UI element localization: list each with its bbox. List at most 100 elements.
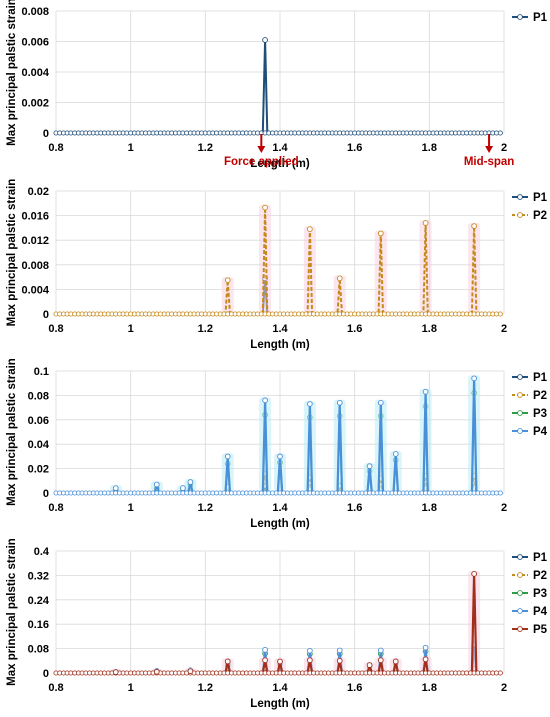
data-point-peak: [307, 226, 313, 232]
y-tick-label: 0.32: [28, 570, 49, 582]
data-point-peak: [307, 401, 313, 407]
legend-swatch-marker: [517, 374, 523, 380]
legend-label: P3: [533, 588, 547, 600]
data-point-peak: [392, 658, 399, 665]
data-point-peak: [336, 647, 343, 654]
y-axis-label: Max principal palstic strain: [6, 179, 18, 327]
y-tick-label: 0: [43, 309, 49, 321]
data-point-peak: [307, 647, 313, 654]
x-axis-label: Length (m): [250, 698, 310, 710]
legend-swatch-marker: [517, 572, 523, 578]
data-point-peak: [224, 658, 231, 665]
data-point-peak: [180, 485, 186, 491]
legend-item-p4: P4: [512, 426, 548, 438]
y-tick-label: 0.004: [21, 284, 49, 296]
chart-panel-1: 0 0.002 0.004 0.006 0.008 0.8 1 1.2 1.4 1.6 1.8 2 Le…: [6, 0, 548, 170]
x-tick-label: 1.2: [198, 323, 213, 335]
legend-label: P1: [533, 552, 548, 564]
x-tick-label: 2: [501, 323, 507, 335]
legend-item-p2: P2: [512, 570, 547, 582]
legend-item-p1: P1: [512, 12, 548, 24]
annotation-mid-span: Mid-span: [464, 134, 514, 168]
x-tick-label: 1.6: [347, 682, 362, 694]
data-point-peak: [422, 644, 429, 651]
legend-item-p1: P1: [512, 372, 548, 384]
x-tick-label: 1.8: [422, 502, 437, 514]
legend-label: P1: [533, 372, 548, 384]
data-point-peak: [262, 646, 268, 653]
chart-panel-4: 0 0.08 0.16 0.24 0.32 0.4 0.8 1 1.2 1.4 1.6 1.8 2 Len…: [6, 538, 548, 710]
x-tick-label: 1.6: [347, 142, 362, 154]
data-point-peak: [422, 220, 429, 226]
legend-label: P4: [533, 426, 548, 438]
x-tick-label: 1: [128, 142, 134, 154]
data-point-peak: [377, 230, 384, 237]
y-tick-label: 0: [43, 668, 49, 680]
y-tick-label: 0: [43, 488, 49, 500]
y-tick-label: 0.004: [21, 67, 49, 79]
legend-label: P4: [533, 606, 548, 618]
x-tick-label: 1.2: [198, 502, 213, 514]
x-tick-label: 2: [501, 142, 507, 154]
legend-label: P2: [533, 570, 547, 582]
peak-highlight: [468, 223, 481, 314]
x-axis-label: Length (m): [250, 518, 310, 530]
y-tick-label: 0.012: [21, 235, 49, 247]
x-tick-label: 1.2: [198, 142, 213, 154]
legend-swatch-marker: [517, 392, 523, 398]
legend-item-p2: P2: [512, 210, 547, 222]
data-point-peak: [392, 451, 399, 457]
x-axis-label: Length (m): [250, 339, 310, 351]
series-line: [56, 206, 501, 315]
y-tick-label: 0.08: [28, 390, 49, 402]
x-tick-label: 0.8: [48, 502, 63, 514]
data-point-peak: [153, 668, 160, 675]
legend-label: P1: [533, 192, 548, 204]
x-axis-label: Length (m): [250, 158, 310, 170]
y-tick-label: 0.008: [21, 6, 49, 18]
data-point-peak: [112, 485, 119, 491]
annotation-label: Mid-span: [464, 156, 514, 168]
data-point: [497, 490, 503, 496]
y-axis-label: Max principal palstic strain: [6, 358, 18, 506]
legend-item-p3: P3: [512, 408, 547, 420]
series-p5: [53, 570, 503, 676]
x-tick-label: 1.4: [272, 502, 288, 514]
legend-item-p5: P5: [512, 624, 548, 636]
annotation-arrow-head: [485, 146, 494, 153]
data-point-peak: [187, 668, 194, 675]
y-tick-label: 0.08: [28, 644, 49, 656]
x-tick-label: 1: [128, 502, 134, 514]
data-point-peak: [262, 397, 268, 404]
data-point-peak: [224, 277, 231, 284]
x-tick-label: 1.8: [422, 682, 437, 694]
data-point-peak: [471, 375, 477, 382]
x-tick-label: 1.4: [272, 682, 288, 694]
legend-label: P2: [533, 210, 547, 222]
x-tick-label: 1: [128, 323, 134, 335]
legend-label: P1: [533, 12, 548, 24]
legend-label: P5: [533, 624, 548, 636]
series-p2: [53, 204, 503, 317]
data-point-peak: [224, 453, 231, 460]
y-tick-label: 0.008: [21, 260, 49, 272]
legend-swatch-marker: [517, 14, 523, 20]
data-point-peak: [336, 399, 343, 406]
data-point-peak: [422, 388, 429, 395]
data-point-peak: [471, 223, 477, 229]
data-point-peak: [377, 399, 384, 406]
data-point-peak: [112, 669, 119, 675]
data-point: [497, 670, 503, 676]
legend-swatch-marker: [517, 212, 523, 218]
data-point: [497, 311, 503, 317]
x-tick-label: 1: [128, 682, 134, 694]
legend-swatch-marker: [517, 590, 523, 596]
y-tick-label: 0.24: [28, 595, 50, 607]
x-tick-label: 1.6: [347, 502, 362, 514]
data-point-peak: [262, 37, 268, 43]
data-point-peak: [471, 571, 477, 577]
annotation-force-applied: Force applied: [224, 134, 299, 168]
x-tick-label: 2: [501, 502, 507, 514]
chart-panel-2: 0 0.004 0.008 0.012 0.016 0.02 0.8 1 1.2 1.4 1.6 1.…: [6, 179, 548, 351]
